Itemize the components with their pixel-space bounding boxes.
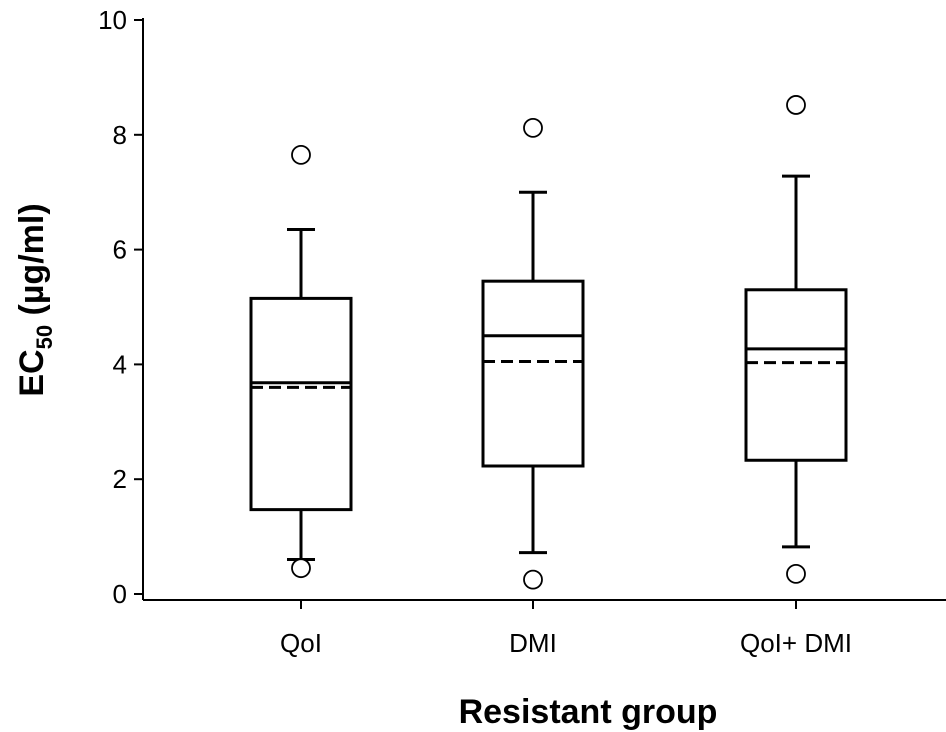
y-tick-label: 10: [98, 5, 127, 35]
y-ticks: 0 2 4 6 8 10: [98, 5, 143, 609]
outlier-point: [786, 564, 806, 584]
y-axis-title-main: EC: [13, 349, 51, 396]
box-group: [481, 118, 585, 590]
box-iqr: [744, 288, 848, 462]
outlier-point: [523, 118, 543, 138]
y-tick-label: 8: [113, 120, 127, 150]
y-axis-title-subscript: 50: [32, 325, 57, 349]
box-group: [744, 95, 848, 584]
box-iqr: [249, 296, 353, 512]
boxes: [249, 95, 848, 590]
outlier-point: [291, 558, 311, 579]
outlier-point: [523, 569, 543, 590]
axes: [142, 18, 946, 601]
y-tick-label: 4: [113, 349, 127, 379]
x-tick-label: DMI: [509, 628, 557, 658]
box-group: [249, 144, 353, 579]
y-tick-label: 6: [113, 235, 127, 265]
outlier-point: [786, 95, 806, 115]
x-tick-label: QoI+ DMI: [740, 628, 852, 658]
x-tick-label: QoI: [280, 628, 322, 658]
x-ticks: QoI DMI QoI+ DMI: [280, 600, 852, 658]
y-axis-title: EC50 (µg/ml): [13, 203, 57, 396]
box-iqr: [481, 279, 585, 468]
y-axis-title-unit: (µg/ml): [13, 203, 51, 325]
y-tick-label: 2: [113, 464, 127, 494]
outlier-point: [291, 144, 311, 165]
x-axis-title: Resistant group: [459, 693, 718, 731]
y-tick-label: 0: [113, 579, 127, 609]
